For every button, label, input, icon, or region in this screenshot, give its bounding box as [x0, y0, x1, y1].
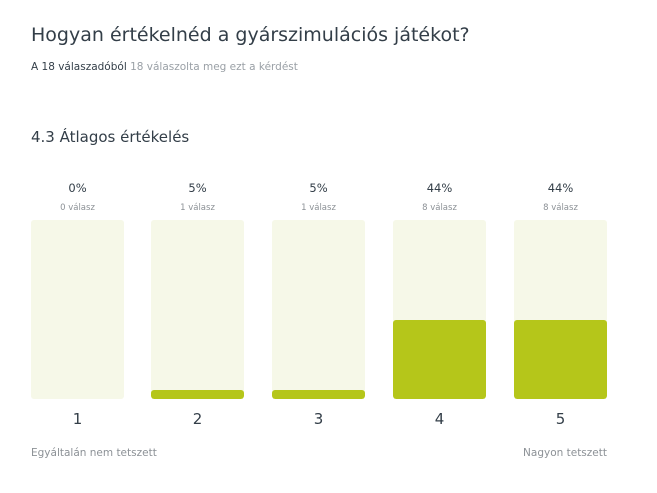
- question-title: Hogyan értékelnéd a gyárszimulációs játé…: [31, 24, 470, 46]
- answered-count: 18 válaszolta meg ezt a kérdést: [130, 61, 298, 73]
- rating-label: 2: [192, 410, 203, 428]
- scale-low-label: Egyáltalán nem tetszett: [31, 447, 157, 459]
- count-label: 1 válasz: [301, 203, 336, 213]
- bar-track: [393, 220, 486, 399]
- bar-track: [272, 220, 365, 399]
- respondent-summary: A 18 válaszadóból 18 válaszolta meg ezt …: [31, 61, 298, 73]
- count-label: 8 válasz: [422, 203, 457, 213]
- count-label: 1 válasz: [180, 203, 215, 213]
- bar-track: [151, 220, 244, 399]
- percent-label: 44%: [547, 181, 574, 195]
- count-label: 0 válasz: [60, 203, 95, 213]
- rating-label: 3: [313, 410, 324, 428]
- bar-track: [31, 220, 124, 399]
- percent-label: 5%: [309, 181, 328, 195]
- rating-label: 5: [555, 410, 566, 428]
- bar: [272, 390, 365, 399]
- percent-label: 0%: [68, 181, 87, 195]
- bar: [393, 320, 486, 399]
- percent-label: 44%: [426, 181, 453, 195]
- scale-high-label: Nagyon tetszett: [523, 447, 607, 459]
- rating-label: 1: [72, 410, 83, 428]
- count-label: 8 válasz: [543, 203, 578, 213]
- percent-label: 5%: [188, 181, 207, 195]
- bar-track: [514, 220, 607, 399]
- average-rating: 4.3 Átlagos értékelés: [31, 128, 190, 146]
- bar: [514, 320, 607, 399]
- rating-label: 4: [434, 410, 445, 428]
- bar: [151, 390, 244, 399]
- respondent-count: A 18 válaszadóból: [31, 61, 127, 73]
